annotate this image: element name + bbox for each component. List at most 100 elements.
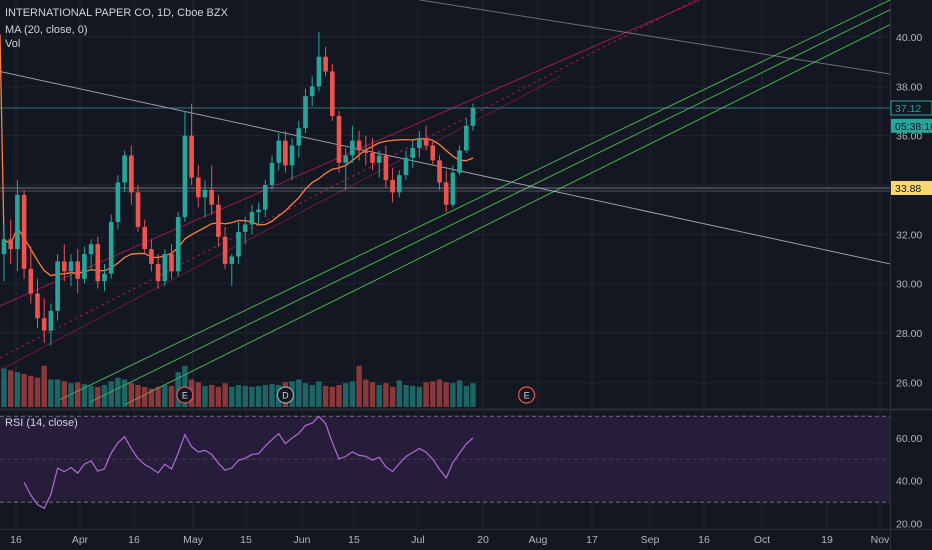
candle <box>108 214 114 279</box>
volume-bar <box>396 380 402 407</box>
candle <box>149 239 154 272</box>
candle-body <box>122 155 127 183</box>
candle-body <box>129 155 134 193</box>
candle <box>376 150 382 178</box>
candle <box>189 103 194 185</box>
candle-body <box>376 155 382 163</box>
candle <box>135 185 141 232</box>
volume-bar <box>155 386 161 407</box>
volume-bar <box>343 383 349 407</box>
candle-body <box>8 239 13 250</box>
candle-body <box>202 189 208 198</box>
candle-body <box>356 140 362 151</box>
time-axis-tick: 19 <box>821 534 833 546</box>
price-axis-tick: 30.00 <box>896 279 922 291</box>
candle <box>309 76 315 107</box>
volume-bar <box>168 385 175 407</box>
price-label-bg <box>890 100 932 116</box>
trend-line-down <box>0 71 891 265</box>
volume-bar <box>336 385 342 407</box>
candle-body <box>363 150 369 153</box>
candle-body <box>242 224 248 232</box>
candle-body <box>309 86 315 97</box>
candle <box>82 246 87 284</box>
event-marker-earnings-future <box>517 386 536 404</box>
candle-body <box>383 155 389 181</box>
candle-body <box>464 125 469 151</box>
price-label-countdown: 05:38:16 <box>891 118 932 133</box>
volume-bar <box>403 385 409 407</box>
volume-bar <box>88 385 94 407</box>
candle-body <box>35 293 40 319</box>
candle <box>202 180 208 218</box>
candle-body <box>75 261 80 279</box>
candle <box>236 222 241 264</box>
candle-body <box>430 145 436 161</box>
candle <box>283 130 288 173</box>
rsi-indicator-label[interactable]: RSI (14, close) <box>5 417 78 429</box>
volume-bar <box>14 372 21 407</box>
candle <box>28 246 34 304</box>
volume-bar <box>229 386 235 407</box>
volume-bar <box>423 382 429 407</box>
candle-body <box>142 226 147 250</box>
channel-line-upper <box>59 0 891 401</box>
candle-body <box>15 194 20 250</box>
candle-body <box>102 273 107 282</box>
candle-body <box>222 236 228 264</box>
candle-body <box>276 140 281 163</box>
candle <box>162 249 168 287</box>
candle <box>437 155 442 190</box>
candle <box>182 111 188 222</box>
candle <box>142 219 147 255</box>
volume-bar <box>195 382 201 407</box>
candle-body <box>21 194 27 269</box>
candle-body <box>263 185 268 210</box>
candle <box>169 244 174 279</box>
candle-body <box>155 263 161 282</box>
candle-body <box>55 261 60 311</box>
volume-bar <box>383 383 389 407</box>
pitchfork-upper-line <box>0 0 701 307</box>
rsi-band <box>0 416 890 503</box>
volume-bar <box>249 386 255 407</box>
time-axis-tick: 15 <box>240 534 252 546</box>
price-label-text: 33.88 <box>895 183 921 195</box>
candle-body <box>450 172 456 205</box>
candle <box>397 170 402 198</box>
volume-bar <box>75 382 81 407</box>
volume-bar <box>309 385 315 407</box>
event-marker-label: D <box>282 391 289 401</box>
price-axis-tick: 28.00 <box>896 328 922 340</box>
volume-bar <box>269 384 275 407</box>
candle-body <box>457 150 462 173</box>
candle-body <box>196 177 201 198</box>
volume-bar <box>215 386 222 407</box>
candle <box>222 226 228 269</box>
candle-body <box>175 217 181 272</box>
volume-bar <box>101 385 108 407</box>
candle-body <box>1 239 7 255</box>
candle <box>269 155 275 190</box>
candle <box>430 140 436 166</box>
candle-body <box>296 128 302 146</box>
candle <box>350 125 355 163</box>
candle <box>417 130 422 158</box>
volume-bar <box>28 375 34 407</box>
candle-body <box>108 222 114 274</box>
candle <box>336 111 342 173</box>
candle-body <box>162 254 168 282</box>
candle-body <box>390 180 395 193</box>
volume-bar <box>202 385 208 407</box>
price-label-text: 37.12 <box>895 103 921 115</box>
candle-body <box>269 162 275 185</box>
volume-indicator-label[interactable]: Vol <box>5 38 21 50</box>
candle <box>209 165 214 215</box>
volume-bar <box>162 385 168 407</box>
volume-bar <box>302 383 309 407</box>
ma-indicator-label[interactable]: MA (20, close, 0) <box>5 24 88 36</box>
price-label-current: 37.12 <box>890 100 932 116</box>
time-axis-tick: 16 <box>10 534 22 546</box>
volume-bar <box>142 386 148 407</box>
